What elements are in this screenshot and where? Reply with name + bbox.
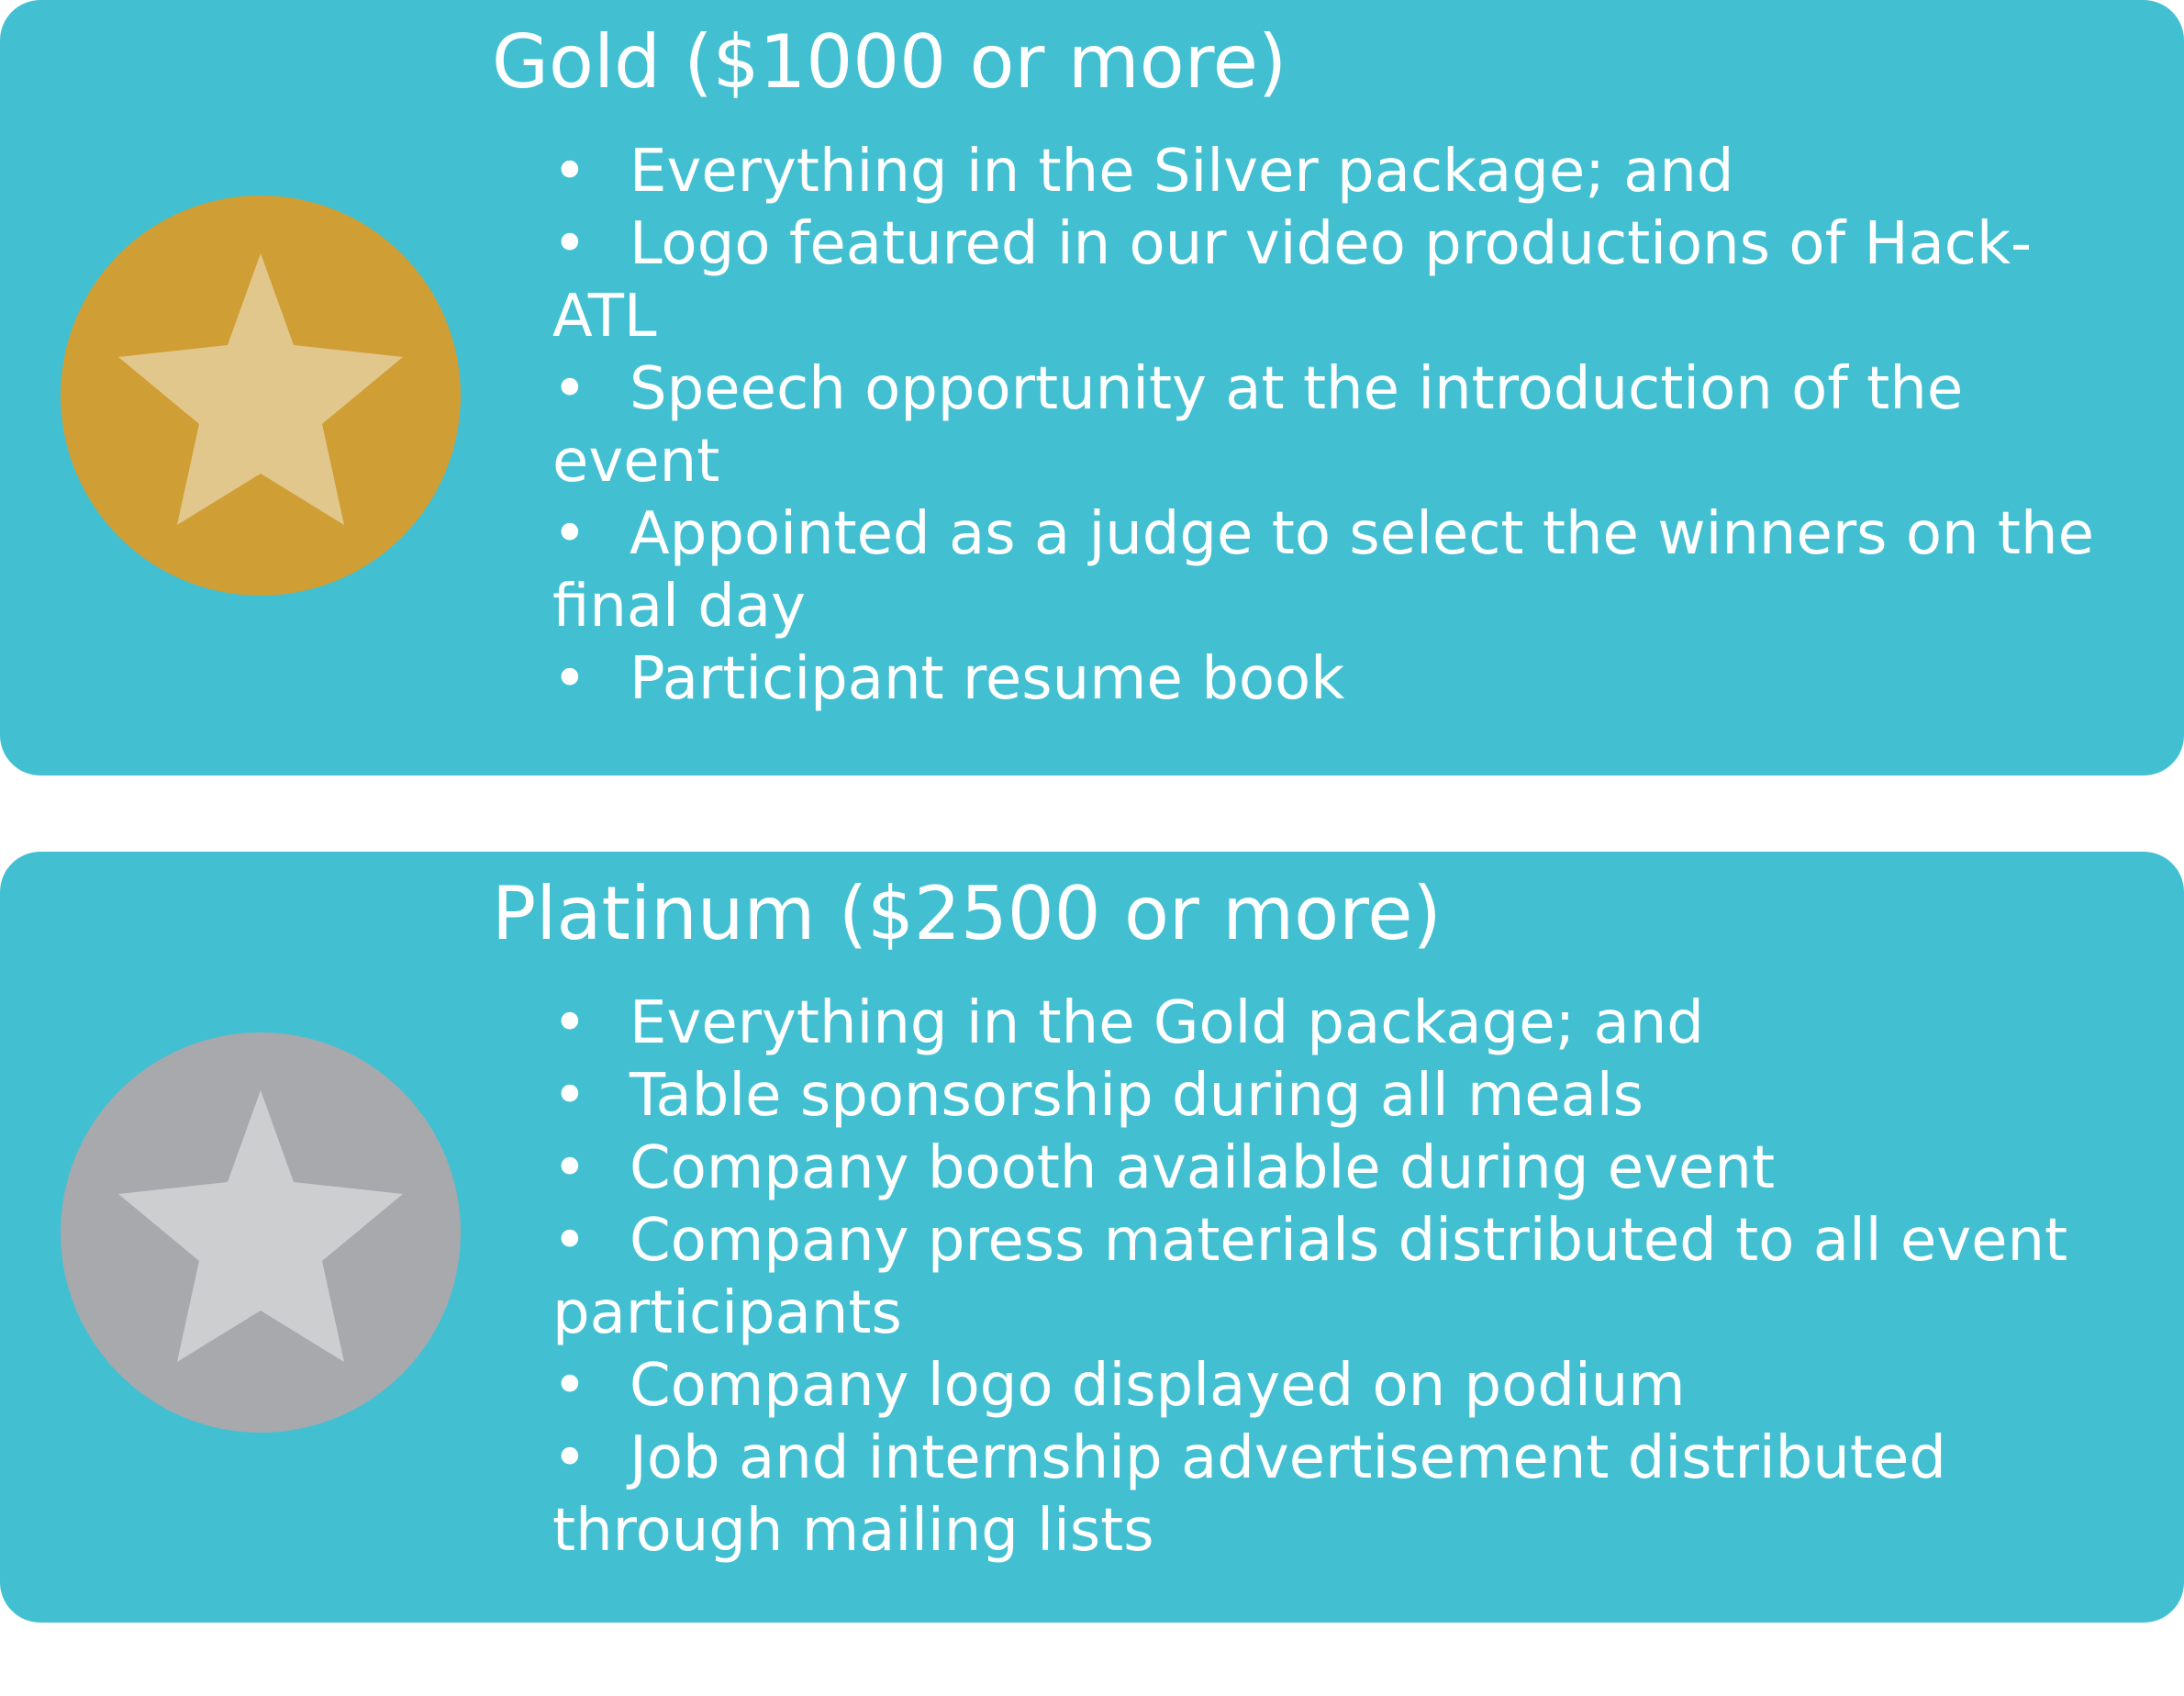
benefit-item: • Company logo displayed on podium (552, 1350, 2131, 1423)
gold-medal (61, 195, 461, 596)
bullet-icon: • (552, 989, 587, 1057)
benefit-item: • Everything in the Silver package; and (552, 136, 2131, 208)
bullet-icon: • (552, 645, 587, 713)
bullet-icon: • (552, 138, 587, 206)
bullet-icon: • (552, 210, 587, 278)
star-icon (118, 253, 403, 525)
bullet-icon: • (552, 500, 587, 568)
bullet-icon: • (552, 1134, 587, 1202)
benefit-item: • Company press materials distributed to … (552, 1207, 2068, 1347)
gold-tier-card: Gold ($1000 or more) • Everything in the … (0, 0, 2184, 775)
bullet-icon: • (552, 1424, 587, 1492)
bullet-icon: • (552, 1207, 587, 1275)
benefit-item: • Speech opportunity at the introduction … (552, 355, 1964, 496)
platinum-tier-card: Platinum ($2500 or more) • Everything in … (0, 852, 2184, 1623)
bullet-icon: • (552, 1352, 587, 1420)
bullet-icon: • (552, 355, 587, 423)
benefit-item: • Job and internship advertisement distri… (552, 1424, 1946, 1565)
benefit-list: • Everything in the Gold package; and • Ta… (552, 987, 2131, 1568)
platinum-medal (61, 1032, 461, 1433)
benefit-item: • Participant resume book (552, 643, 2131, 716)
benefit-item: • Logo featured in our video productions … (552, 210, 2033, 351)
benefit-item: • Appointed as a judge to select the winn… (552, 500, 2094, 641)
bullet-icon: • (552, 1062, 587, 1130)
star-icon (118, 1090, 403, 1362)
benefit-list: • Everything in the Silver package; and •… (552, 136, 2131, 716)
tier-title: Platinum ($2500 or more) (492, 871, 1442, 956)
benefit-item: • Table sponsorship during all meals (552, 1060, 2131, 1133)
tier-title: Gold ($1000 or more) (492, 19, 1287, 105)
benefit-item: • Company booth available during event (552, 1133, 2131, 1205)
benefit-item: • Everything in the Gold package; and (552, 987, 2131, 1060)
